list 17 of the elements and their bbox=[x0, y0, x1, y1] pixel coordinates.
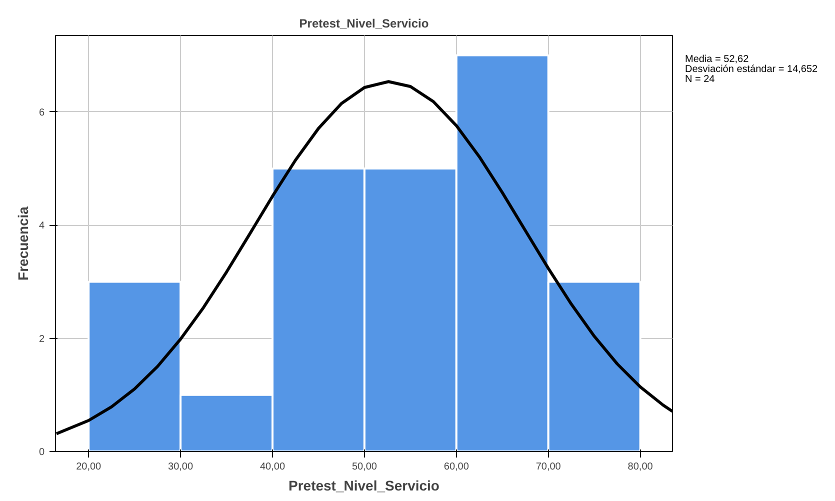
x-tick-label: 80,00 bbox=[628, 462, 654, 472]
y-tick-label: 6 bbox=[38, 107, 45, 118]
text: Desviación estándar = 14,652 bbox=[685, 64, 818, 75]
y-tick-label: 4 bbox=[38, 220, 45, 232]
text: Media = 52,62 bbox=[685, 54, 749, 65]
x-axis-title: Pretest_Nivel_Servicio bbox=[288, 478, 440, 494]
x-tick-label: 50,00 bbox=[352, 462, 378, 472]
y-tick-label: 2 bbox=[38, 334, 45, 345]
x-tick-label: 40,00 bbox=[260, 462, 286, 472]
x-tick-label: 60,00 bbox=[444, 462, 470, 472]
y-tick-label: 0 bbox=[38, 447, 45, 458]
chart-title: Pretest_Nivel_Servicio bbox=[299, 16, 429, 30]
x-tick-label: 70,00 bbox=[536, 462, 562, 472]
text: N = 24 bbox=[685, 74, 715, 85]
x-tick-label: 20,00 bbox=[76, 462, 102, 472]
x-tick-label: 30,00 bbox=[168, 462, 194, 472]
y-axis-title: Frecuencia bbox=[14, 206, 31, 280]
